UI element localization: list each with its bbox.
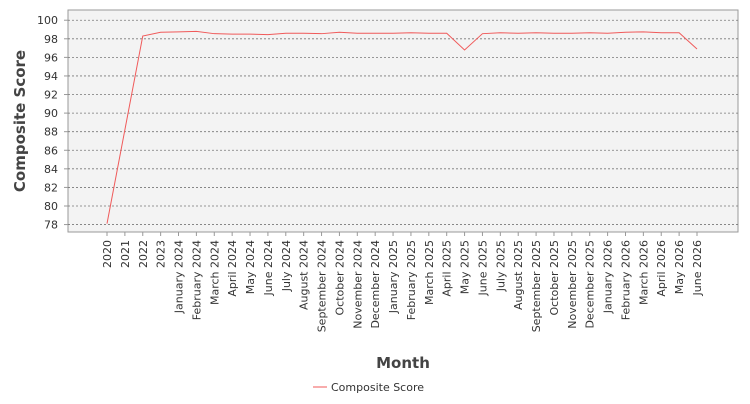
- x-tick-label: 2020: [101, 240, 114, 268]
- x-tick-label: August 2025: [512, 240, 525, 310]
- x-tick-label: July 2024: [280, 240, 293, 292]
- y-tick-label: 92: [44, 89, 58, 102]
- y-tick-label: 80: [44, 200, 58, 213]
- y-tick-label: 96: [44, 51, 58, 64]
- x-tick-label: February 2026: [619, 240, 632, 320]
- y-tick-label: 86: [44, 144, 58, 157]
- x-tick-label: December 2024: [369, 240, 382, 329]
- x-tick-label: May 2025: [459, 240, 472, 294]
- x-tick-label: 2022: [137, 240, 150, 268]
- x-tick-label: 2023: [155, 240, 168, 268]
- plot-area: [67, 9, 739, 233]
- x-tick-label: March 2025: [423, 240, 436, 305]
- x-tick-label: May 2026: [673, 240, 686, 294]
- x-tick-label: August 2024: [298, 240, 311, 310]
- x-tick-label: October 2025: [548, 240, 561, 316]
- x-tick-label: May 2024: [244, 240, 257, 294]
- data-line: [106, 30, 698, 224]
- y-tick-label: 82: [44, 181, 58, 194]
- x-tick-label: April 2024: [226, 240, 239, 297]
- x-tick-label: September 2024: [316, 240, 329, 332]
- x-tick-label: April 2026: [655, 240, 668, 297]
- y-tick-label: 94: [44, 70, 58, 83]
- x-tick-label: February 2024: [190, 240, 203, 320]
- y-axis-title: Composite Score: [11, 50, 29, 192]
- y-tick-label: 84: [44, 163, 58, 176]
- x-tick-label: November 2024: [351, 240, 364, 329]
- x-tick-label: January 2024: [173, 240, 186, 314]
- x-tick-label: October 2024: [333, 240, 346, 316]
- y-tick-label: 100: [37, 14, 58, 27]
- x-tick-label: June 2026: [691, 240, 704, 296]
- y-tick-label: 88: [44, 126, 58, 139]
- x-tick-label: November 2025: [566, 240, 579, 329]
- x-tick-label: April 2025: [441, 240, 454, 297]
- legend-label: Composite Score: [331, 381, 424, 394]
- x-tick-label: June 2024: [262, 240, 275, 296]
- x-axis-title: Month: [376, 354, 430, 372]
- x-tick-label: June 2025: [476, 240, 489, 296]
- x-tick-label: July 2025: [494, 240, 507, 292]
- x-tick-label: December 2025: [584, 240, 597, 329]
- x-tick-label: March 2024: [208, 240, 221, 305]
- y-tick-label: 98: [44, 33, 58, 46]
- x-tick-label: 2021: [119, 240, 132, 268]
- y-tick-label: 78: [44, 219, 58, 232]
- x-tick-label: February 2025: [405, 240, 418, 320]
- x-tick-label: September 2025: [530, 240, 543, 332]
- x-tick-label: March 2026: [637, 240, 650, 305]
- y-tick-label: 90: [44, 107, 58, 120]
- x-tick-label: January 2026: [602, 240, 615, 314]
- x-tick-label: January 2025: [387, 240, 400, 314]
